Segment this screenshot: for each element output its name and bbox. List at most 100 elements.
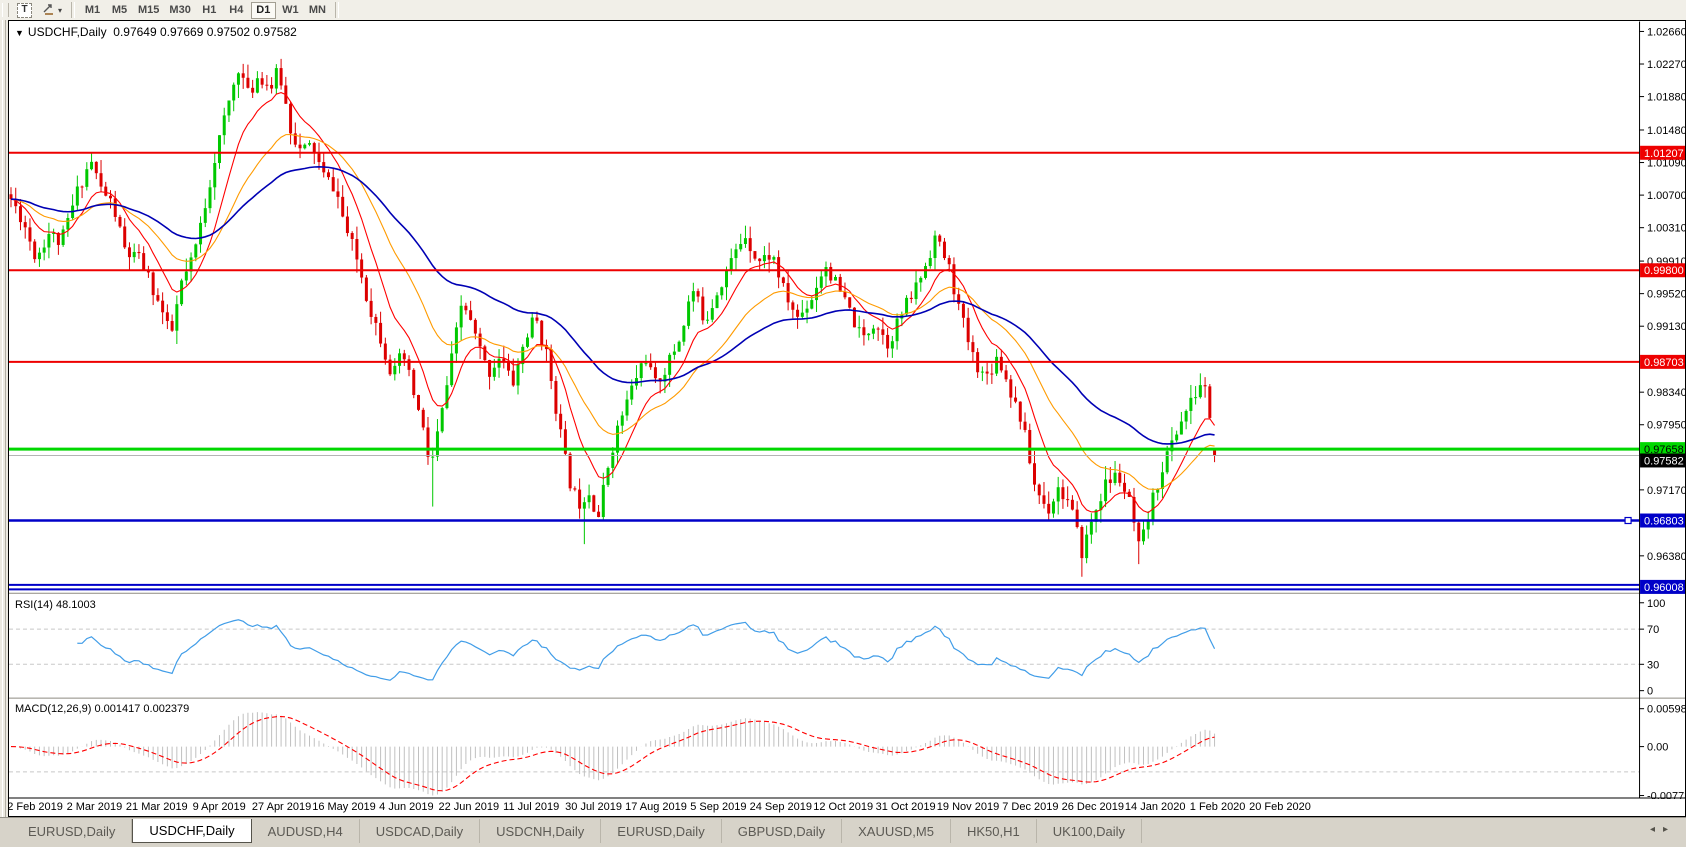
svg-text:0.99130: 0.99130: [1647, 321, 1685, 333]
toolbar-grip[interactable]: [2, 3, 9, 17]
chart-tab-eurusd-daily[interactable]: EURUSD,Daily: [12, 819, 133, 843]
svg-text:0.98703: 0.98703: [1644, 357, 1684, 369]
timeframe-button-h1[interactable]: H1: [197, 2, 222, 19]
macd-histogram: [15, 712, 1216, 796]
macd-signal-line: [10, 715, 1215, 792]
chart-tab-gbpusd-daily[interactable]: GBPUSD,Daily: [722, 819, 843, 843]
date-tick-label: 17 Aug 2019: [625, 801, 687, 813]
date-tick-label: 19 Nov 2019: [936, 801, 1000, 813]
svg-text:1.01880: 1.01880: [1647, 92, 1685, 104]
price-axis-labels: 1.02660 1.02270 1.01880 1.01480 1.01090 1.007…: [1639, 26, 1685, 803]
svg-text:0.97950: 0.97950: [1647, 420, 1685, 432]
date-tick-label: 2 Mar 2019: [66, 801, 123, 813]
macd-pane: [9, 712, 1640, 796]
svg-text:0.97582: 0.97582: [1644, 455, 1684, 467]
svg-text:70: 70: [1647, 624, 1659, 636]
svg-text:0.005986: 0.005986: [1647, 704, 1685, 716]
date-tick-label: 7 Dec 2019: [1002, 801, 1059, 813]
chart-ohlc-values: 0.97649 0.97669 0.97502 0.97582: [113, 25, 297, 39]
svg-text:0.96380: 0.96380: [1647, 551, 1685, 563]
svg-text:1.02660: 1.02660: [1647, 26, 1685, 38]
date-tick-label: 31 Oct 2019: [875, 801, 936, 813]
date-tick-label: 16 May 2019: [312, 801, 376, 813]
svg-text:30: 30: [1647, 659, 1659, 671]
horizontal-level-lines: [9, 151, 1640, 591]
chart-tab-usdchf-daily[interactable]: USDCHF,Daily: [132, 819, 252, 843]
toolbar-separator-2: [334, 2, 339, 18]
chart-tab-uk100-daily[interactable]: UK100,Daily: [1037, 819, 1142, 843]
timeframe-button-d1[interactable]: D1: [250, 1, 276, 19]
date-tick-label: 20 Feb 2020: [1249, 801, 1311, 813]
svg-text:0.00: 0.00: [1647, 742, 1668, 754]
chart-title: ▼ USDCHF,Daily 0.97649 0.97669 0.97502 0.…: [15, 25, 297, 39]
svg-text:0.98340: 0.98340: [1647, 387, 1685, 399]
collapse-arrow-icon[interactable]: ▼: [15, 28, 24, 38]
date-tick-label: 12 Feb 2019: [9, 801, 63, 813]
date-tick-label: 26 Dec 2019: [1061, 801, 1124, 813]
date-tick-label: 22 Jun 2019: [438, 801, 500, 813]
date-tick-label: 21 Mar 2019: [125, 801, 188, 813]
svg-text:1.00310: 1.00310: [1647, 223, 1685, 235]
svg-text:0.97658: 0.97658: [1644, 444, 1684, 456]
date-tick-label: 11 Jul 2019: [503, 801, 560, 813]
tab-scroll-left-icon[interactable]: ◂: [1649, 824, 1663, 835]
timeframe-button-mn[interactable]: MN: [305, 2, 330, 19]
chart-tab-audusd-h4[interactable]: AUDUSD,H4: [252, 819, 360, 843]
rsi-indicator-label: RSI(14) 48.1003: [15, 599, 96, 611]
text-label-tool-button[interactable]: T: [13, 1, 36, 19]
chart-symbol-period: USDCHF,Daily: [27, 25, 107, 39]
chart-canvas[interactable]: 1.02660 1.02270 1.01880 1.01480 1.01090 1.007…: [9, 21, 1685, 803]
toolbar: T ▾ M1 M5 M15 M30 H1 H4 D1 W1 MN: [0, 0, 1686, 21]
timeframe-button-w1[interactable]: W1: [278, 2, 303, 19]
svg-text:0.99520: 0.99520: [1647, 289, 1685, 301]
timeframe-button-m1[interactable]: M1: [80, 2, 105, 19]
toolbar-separator: [71, 2, 76, 18]
chart-tab-usdcnh-daily[interactable]: USDCNH,Daily: [480, 819, 602, 843]
date-tick-label: 9 Apr 2019: [192, 801, 246, 813]
svg-text:0.96008: 0.96008: [1644, 582, 1684, 594]
svg-text:1.02270: 1.02270: [1647, 59, 1685, 71]
style-tool-button[interactable]: ▾: [38, 1, 66, 19]
timeframe-button-h4[interactable]: H4: [224, 2, 249, 19]
chart-window[interactable]: ▼ USDCHF,Daily 0.97649 0.97669 0.97502 0.…: [8, 20, 1686, 817]
timeframe-button-m5[interactable]: M5: [107, 2, 132, 19]
moving-average-medium-ma: [10, 133, 1215, 490]
chart-tab-hk50-h1[interactable]: HK50,H1: [951, 819, 1037, 843]
svg-text:0.97170: 0.97170: [1647, 485, 1685, 497]
text-tool-icon: T: [17, 2, 32, 18]
svg-text:-0.007737: -0.007737: [1647, 791, 1685, 799]
svg-text:1.01207: 1.01207: [1644, 148, 1684, 160]
chart-tab-usdcad-daily[interactable]: USDCAD,Daily: [360, 819, 481, 843]
date-tick-label: 24 Sep 2019: [749, 801, 812, 813]
svg-text:0: 0: [1647, 686, 1653, 698]
timeframe-button-group: M1 M5 M15 M30 H1 H4 D1 W1 MN: [79, 1, 331, 19]
svg-text:100: 100: [1647, 598, 1665, 610]
chart-tab-bar: EURUSD,Daily USDCHF,Daily AUDUSD,H4 USDCAD,…: [0, 817, 1686, 847]
timeframe-button-m30[interactable]: M30: [165, 2, 194, 19]
chart-tab-xauusd-m5[interactable]: XAUUSD,M5: [842, 819, 951, 843]
date-tick-label: 27 Apr 2019: [251, 801, 312, 813]
moving-average-fast-ma: [10, 91, 1216, 514]
macd-indicator-label: MACD(12,26,9) 0.001417 0.002379: [15, 703, 190, 715]
date-tick-label: 4 Jun 2019: [379, 801, 434, 813]
dropdown-arrow-icon: ▾: [58, 5, 63, 15]
date-tick-label: 14 Jan 2020: [1124, 801, 1186, 813]
chart-tab-eurusd-daily[interactable]: EURUSD,Daily: [601, 819, 722, 843]
timeframe-button-m15[interactable]: M15: [134, 2, 163, 19]
svg-text:1.01090: 1.01090: [1647, 158, 1685, 170]
svg-text:0.99910: 0.99910: [1647, 256, 1685, 268]
arrows-style-icon: [42, 2, 56, 18]
candlestick-series: [9, 58, 1217, 577]
svg-text:0.99800: 0.99800: [1644, 265, 1684, 277]
chart-tabs: EURUSD,Daily USDCHF,Daily AUDUSD,H4 USDCAD,…: [12, 819, 1142, 843]
svg-text:1.01480: 1.01480: [1647, 125, 1685, 137]
svg-text:1.00700: 1.00700: [1647, 190, 1685, 202]
tab-scroll-right-icon[interactable]: ▸: [1662, 824, 1676, 835]
market-watch-splitter[interactable]: [0, 20, 8, 847]
rsi-pane: [9, 619, 1640, 681]
current-price-label: [1640, 453, 1685, 468]
date-tick-label: 30 Jul 2019: [565, 801, 623, 813]
date-tick-label: 12 Oct 2019: [813, 801, 874, 813]
